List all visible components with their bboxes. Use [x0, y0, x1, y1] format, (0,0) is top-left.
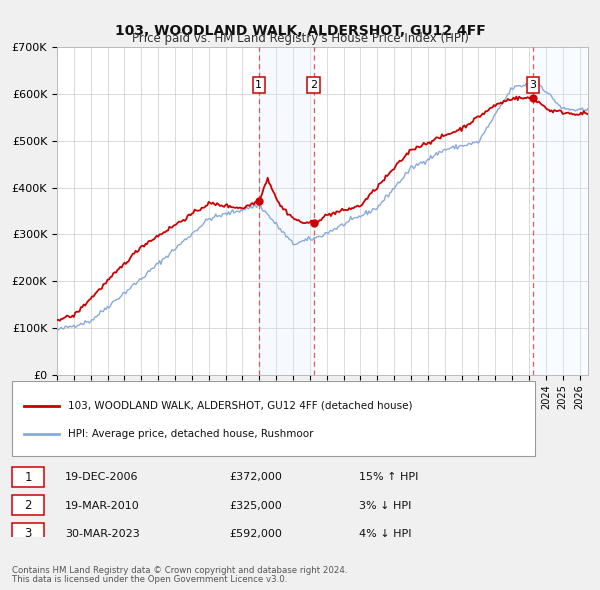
FancyBboxPatch shape [12, 381, 535, 455]
Text: £325,000: £325,000 [229, 501, 282, 510]
Text: 103, WOODLAND WALK, ALDERSHOT, GU12 4FF (detached house): 103, WOODLAND WALK, ALDERSHOT, GU12 4FF … [68, 401, 412, 411]
Text: £592,000: £592,000 [229, 529, 283, 539]
Text: 3: 3 [25, 527, 32, 540]
FancyBboxPatch shape [12, 467, 44, 487]
Text: £372,000: £372,000 [229, 473, 283, 483]
Text: 15% ↑ HPI: 15% ↑ HPI [359, 473, 418, 483]
Bar [533, 47, 588, 375]
Text: 30-MAR-2023: 30-MAR-2023 [65, 529, 140, 539]
Text: 103, WOODLAND WALK, ALDERSHOT, GU12 4FF: 103, WOODLAND WALK, ALDERSHOT, GU12 4FF [115, 24, 485, 38]
Text: 19-MAR-2010: 19-MAR-2010 [65, 501, 140, 510]
Text: HPI: Average price, detached house, Rushmoor: HPI: Average price, detached house, Rush… [68, 429, 313, 439]
Text: 1: 1 [255, 80, 262, 90]
Text: 19-DEC-2006: 19-DEC-2006 [65, 473, 139, 483]
Text: 2: 2 [24, 499, 32, 512]
FancyBboxPatch shape [12, 494, 44, 515]
Text: 3: 3 [530, 80, 536, 90]
FancyBboxPatch shape [12, 523, 44, 543]
Bar [533, 47, 588, 375]
Text: 2: 2 [310, 80, 317, 90]
Text: 3% ↓ HPI: 3% ↓ HPI [359, 501, 411, 510]
Text: Contains HM Land Registry data © Crown copyright and database right 2024.: Contains HM Land Registry data © Crown c… [12, 566, 347, 575]
Text: This data is licensed under the Open Government Licence v3.0.: This data is licensed under the Open Gov… [12, 575, 287, 584]
Text: Price paid vs. HM Land Registry's House Price Index (HPI): Price paid vs. HM Land Registry's House … [131, 32, 469, 45]
Text: 1: 1 [24, 471, 32, 484]
Bar [259, 47, 314, 375]
Text: 4% ↓ HPI: 4% ↓ HPI [359, 529, 412, 539]
